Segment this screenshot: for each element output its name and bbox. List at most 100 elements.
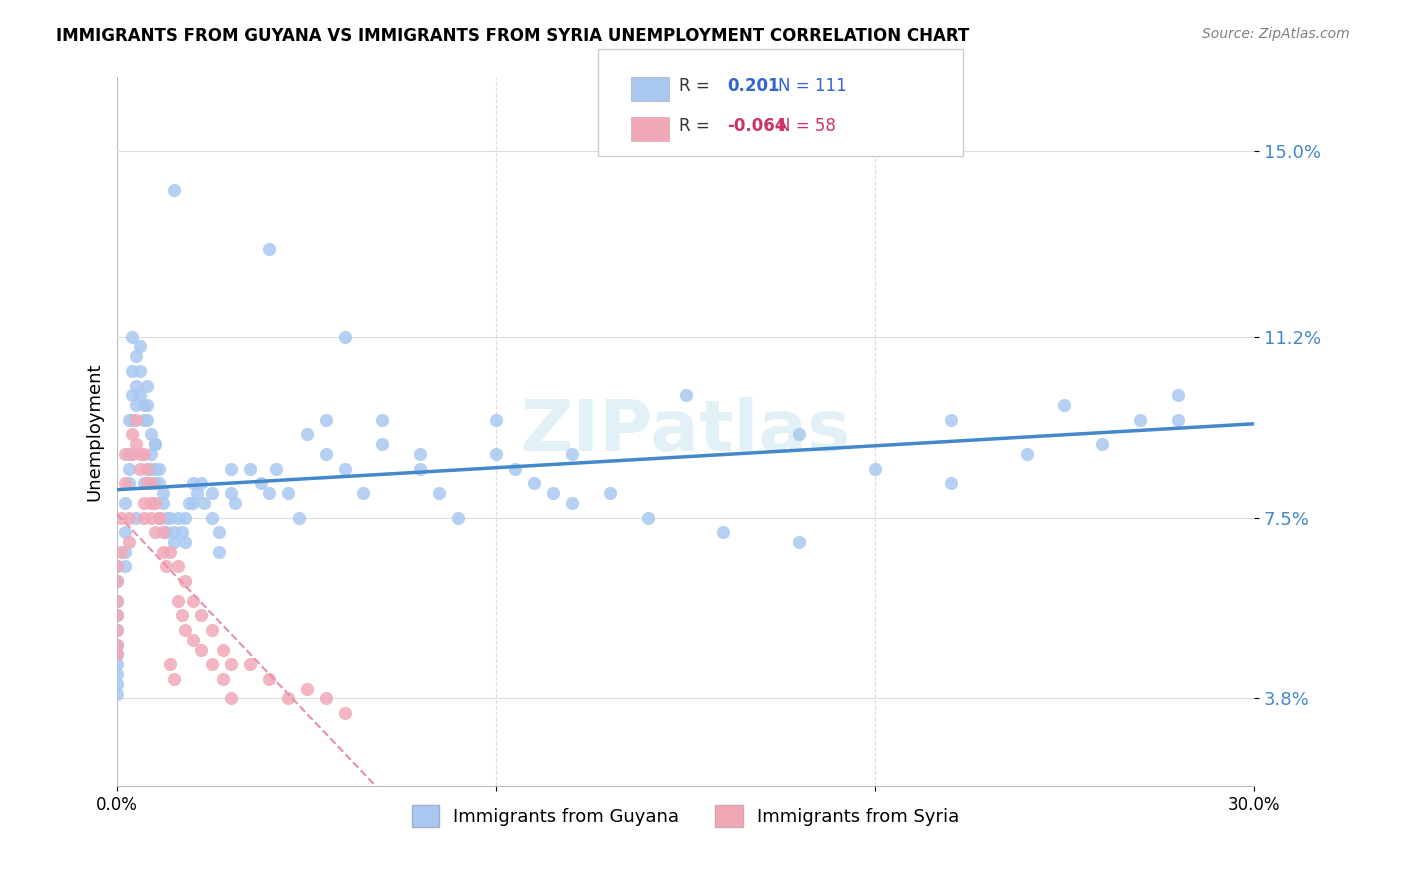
Point bbox=[333, 461, 356, 475]
Point bbox=[105, 623, 128, 637]
Point bbox=[561, 447, 583, 461]
Point bbox=[1129, 413, 1152, 427]
Point bbox=[105, 638, 128, 652]
Point bbox=[787, 427, 810, 442]
Point bbox=[485, 413, 508, 427]
Point bbox=[201, 510, 224, 524]
Point bbox=[224, 496, 246, 510]
Point bbox=[353, 486, 375, 500]
Point bbox=[110, 545, 132, 559]
Point bbox=[159, 657, 181, 672]
Point bbox=[121, 413, 143, 427]
Point bbox=[125, 378, 148, 392]
Point bbox=[125, 349, 148, 363]
Point bbox=[295, 427, 318, 442]
Point bbox=[105, 559, 128, 574]
Point bbox=[125, 398, 148, 412]
Point bbox=[1015, 447, 1038, 461]
Point bbox=[219, 461, 242, 475]
Point bbox=[1167, 413, 1189, 427]
Point bbox=[136, 378, 159, 392]
Point bbox=[105, 687, 128, 701]
Point bbox=[105, 574, 128, 588]
Point bbox=[277, 691, 299, 706]
Point bbox=[1167, 388, 1189, 402]
Point bbox=[427, 486, 450, 500]
Point bbox=[105, 559, 128, 574]
Point bbox=[132, 413, 155, 427]
Point bbox=[1091, 437, 1114, 451]
Point bbox=[212, 672, 235, 686]
Text: ZIPatlas: ZIPatlas bbox=[520, 398, 851, 467]
Point bbox=[136, 413, 159, 427]
Point bbox=[105, 638, 128, 652]
Point bbox=[155, 525, 177, 540]
Point bbox=[561, 496, 583, 510]
Point bbox=[105, 593, 128, 607]
Point bbox=[117, 535, 139, 549]
Point bbox=[105, 608, 128, 623]
Point bbox=[136, 461, 159, 475]
Point bbox=[190, 642, 212, 657]
Point bbox=[129, 339, 152, 353]
Point bbox=[159, 545, 181, 559]
Point bbox=[163, 525, 186, 540]
Point bbox=[208, 545, 231, 559]
Point bbox=[105, 574, 128, 588]
Point bbox=[599, 486, 621, 500]
Point bbox=[181, 496, 204, 510]
Point bbox=[114, 496, 136, 510]
Point bbox=[315, 413, 337, 427]
Point bbox=[675, 388, 697, 402]
Point bbox=[152, 525, 174, 540]
Point bbox=[163, 672, 186, 686]
Text: R =: R = bbox=[679, 117, 710, 135]
Text: -0.064: -0.064 bbox=[727, 117, 786, 135]
Point bbox=[333, 329, 356, 343]
Point bbox=[114, 545, 136, 559]
Point bbox=[166, 593, 188, 607]
Point bbox=[143, 476, 166, 491]
Point bbox=[166, 559, 188, 574]
Point bbox=[447, 510, 470, 524]
Point bbox=[121, 329, 143, 343]
Point bbox=[212, 642, 235, 657]
Point bbox=[141, 510, 163, 524]
Point bbox=[125, 437, 148, 451]
Point bbox=[136, 476, 159, 491]
Point bbox=[863, 461, 886, 475]
Point bbox=[1053, 398, 1076, 412]
Point bbox=[114, 447, 136, 461]
Point bbox=[121, 427, 143, 442]
Point bbox=[105, 677, 128, 691]
Point bbox=[117, 447, 139, 461]
Point bbox=[148, 461, 170, 475]
Point bbox=[239, 657, 262, 672]
Point bbox=[105, 623, 128, 637]
Point bbox=[141, 496, 163, 510]
Point bbox=[637, 510, 659, 524]
Point bbox=[159, 510, 181, 524]
Point bbox=[503, 461, 526, 475]
Text: R =: R = bbox=[679, 77, 710, 95]
Point bbox=[166, 510, 188, 524]
Point bbox=[114, 476, 136, 491]
Point bbox=[219, 691, 242, 706]
Point bbox=[219, 657, 242, 672]
Point bbox=[371, 413, 394, 427]
Point bbox=[132, 398, 155, 412]
Point bbox=[201, 657, 224, 672]
Point bbox=[105, 667, 128, 681]
Point bbox=[190, 476, 212, 491]
Point bbox=[163, 183, 186, 197]
Point bbox=[179, 496, 201, 510]
Point bbox=[121, 364, 143, 378]
Point bbox=[117, 413, 139, 427]
Point bbox=[257, 486, 280, 500]
Point bbox=[288, 510, 311, 524]
Point bbox=[333, 706, 356, 720]
Point bbox=[110, 510, 132, 524]
Point bbox=[541, 486, 564, 500]
Point bbox=[132, 496, 155, 510]
Point bbox=[125, 413, 148, 427]
